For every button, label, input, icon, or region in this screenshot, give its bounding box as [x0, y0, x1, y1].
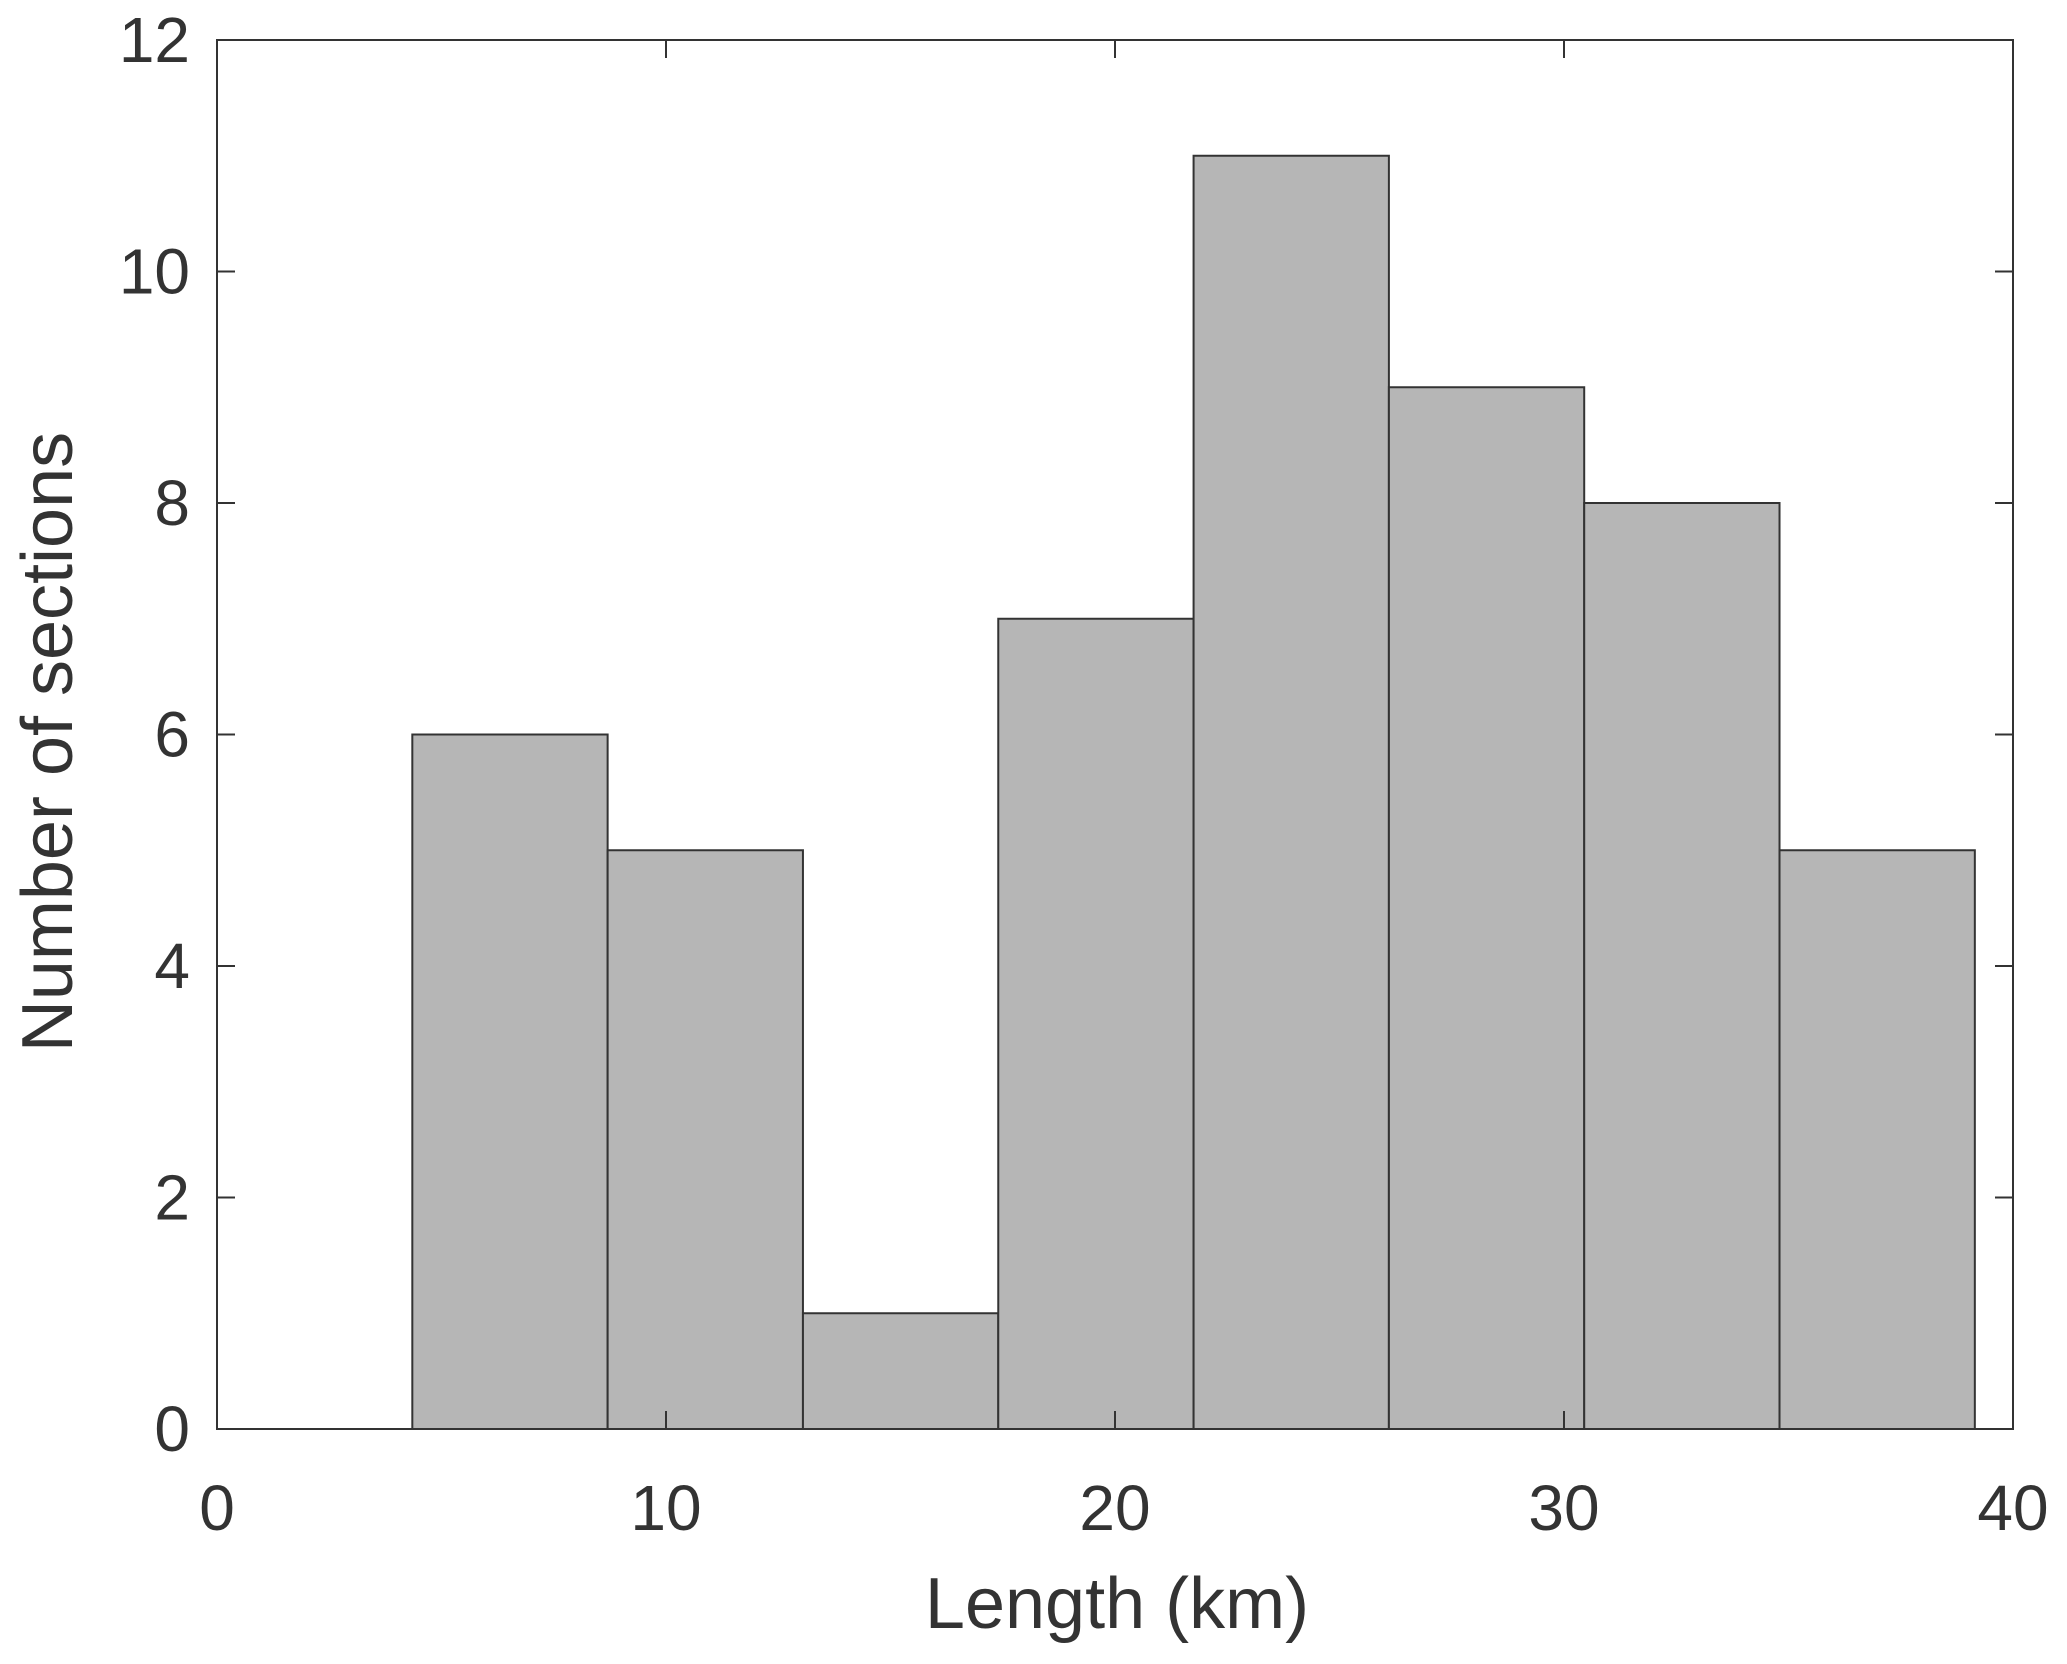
bars-group	[411, 154, 1976, 1430]
histogram-bar	[997, 617, 1195, 1430]
x-tick-label: 0	[199, 1472, 235, 1544]
histogram-bar	[801, 1312, 1000, 1430]
histogram-bar	[1583, 502, 1781, 1430]
x-tick-label: 30	[1528, 1472, 1599, 1544]
y-tick-label: 2	[154, 1162, 190, 1234]
histogram-bar	[1387, 386, 1586, 1430]
y-axis-label: Number of sections	[8, 432, 88, 1052]
tick-labels-group: 0 10 20 30 40 0 2 4 6 8 10 12	[119, 4, 2049, 1544]
ticks-group	[216, 39, 2014, 1430]
x-tick-label: 10	[630, 1472, 701, 1544]
histogram-bar	[1778, 849, 1976, 1430]
y-tick-label: 12	[119, 4, 190, 76]
y-tick-label: 8	[154, 467, 190, 539]
y-tick-label: 10	[119, 236, 190, 308]
x-axis-label: Length (km)	[925, 1564, 1309, 1644]
x-tick-label: 20	[1079, 1472, 1150, 1544]
histogram-bar	[606, 849, 804, 1430]
histogram-bar	[411, 733, 609, 1430]
x-tick-label: 40	[1977, 1472, 2048, 1544]
histogram-bar	[1192, 154, 1390, 1430]
y-tick-label: 6	[154, 699, 190, 771]
y-tick-label: 0	[154, 1393, 190, 1465]
y-tick-label: 4	[154, 930, 190, 1002]
